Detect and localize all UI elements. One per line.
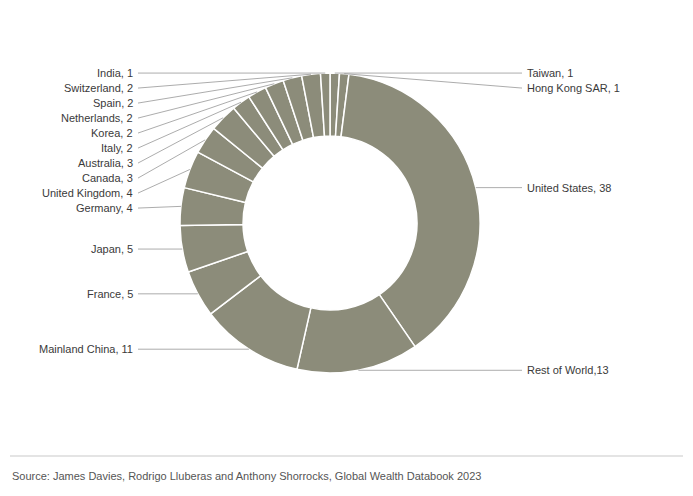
svg-text:United Kingdom, 4: United Kingdom, 4	[42, 187, 133, 199]
svg-text:Mainland China, 11: Mainland China, 11	[39, 343, 133, 355]
svg-text:Italy, 2: Italy, 2	[101, 142, 133, 154]
svg-text:Rest of World,13: Rest of World,13	[527, 364, 609, 376]
svg-text:Netherlands, 2: Netherlands, 2	[61, 112, 133, 124]
svg-text:France, 5: France, 5	[87, 288, 133, 300]
svg-text:Spain, 2: Spain, 2	[93, 97, 133, 109]
svg-text:Switzerland, 2: Switzerland, 2	[64, 82, 133, 94]
svg-text:Japan, 5: Japan, 5	[91, 243, 133, 255]
svg-text:Australia, 3: Australia, 3	[78, 157, 133, 169]
svg-text:Taiwan, 1: Taiwan, 1	[527, 67, 573, 79]
svg-text:Germany, 4: Germany, 4	[76, 202, 133, 214]
svg-text:India, 1: India, 1	[97, 67, 133, 79]
svg-text:Source: James Davies, Rodrigo: Source: James Davies, Rodrigo Lluberas a…	[12, 470, 481, 482]
svg-text:United States, 38: United States, 38	[527, 182, 611, 194]
svg-text:Hong Kong SAR, 1: Hong Kong SAR, 1	[527, 82, 620, 94]
svg-text:Canada, 3: Canada, 3	[82, 172, 133, 184]
svg-text:Korea, 2: Korea, 2	[91, 127, 133, 139]
